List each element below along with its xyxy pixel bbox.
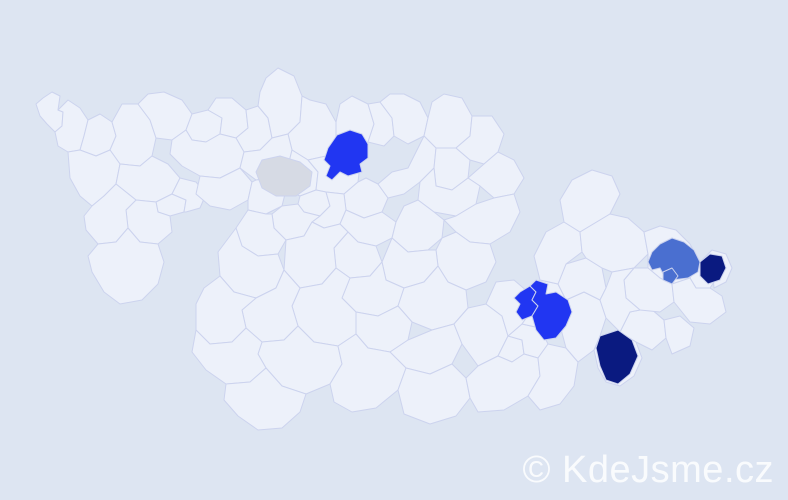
district-cesky-krumlov[interactable] xyxy=(223,367,307,431)
highlighted-districts-layer xyxy=(255,129,727,385)
highlight-district-rakovnik[interactable] xyxy=(255,155,313,197)
highlight-district-opava-exclave[interactable] xyxy=(662,267,679,285)
district-klatovy[interactable] xyxy=(87,227,165,305)
highlight-district-opava[interactable] xyxy=(647,237,701,281)
highlight-district-uherske-hradiste[interactable] xyxy=(595,329,639,385)
district-prerov[interactable] xyxy=(599,267,641,333)
district-benesov[interactable] xyxy=(283,221,349,289)
district-prachatice[interactable] xyxy=(191,327,267,385)
highlight-district-zdar-nad-sazavou[interactable] xyxy=(529,279,573,341)
highlight-district-mlada-boleslav[interactable] xyxy=(323,129,369,181)
district-as[interactable] xyxy=(35,91,64,133)
district-hodonin[interactable] xyxy=(527,343,579,411)
district-nachod[interactable] xyxy=(455,115,505,165)
district-vsetin[interactable] xyxy=(649,307,695,355)
highlight-district-karvina[interactable] xyxy=(699,253,727,285)
district-jindrichuv-hradec[interactable] xyxy=(329,333,407,413)
district-usti-nad-orlici[interactable] xyxy=(443,193,521,245)
district-znojmo[interactable] xyxy=(397,363,471,425)
base-districts-layer xyxy=(35,67,733,431)
district-bruntal[interactable] xyxy=(579,213,649,273)
district-frydek-mistek[interactable] xyxy=(671,277,727,325)
district-jicin[interactable] xyxy=(377,135,437,199)
